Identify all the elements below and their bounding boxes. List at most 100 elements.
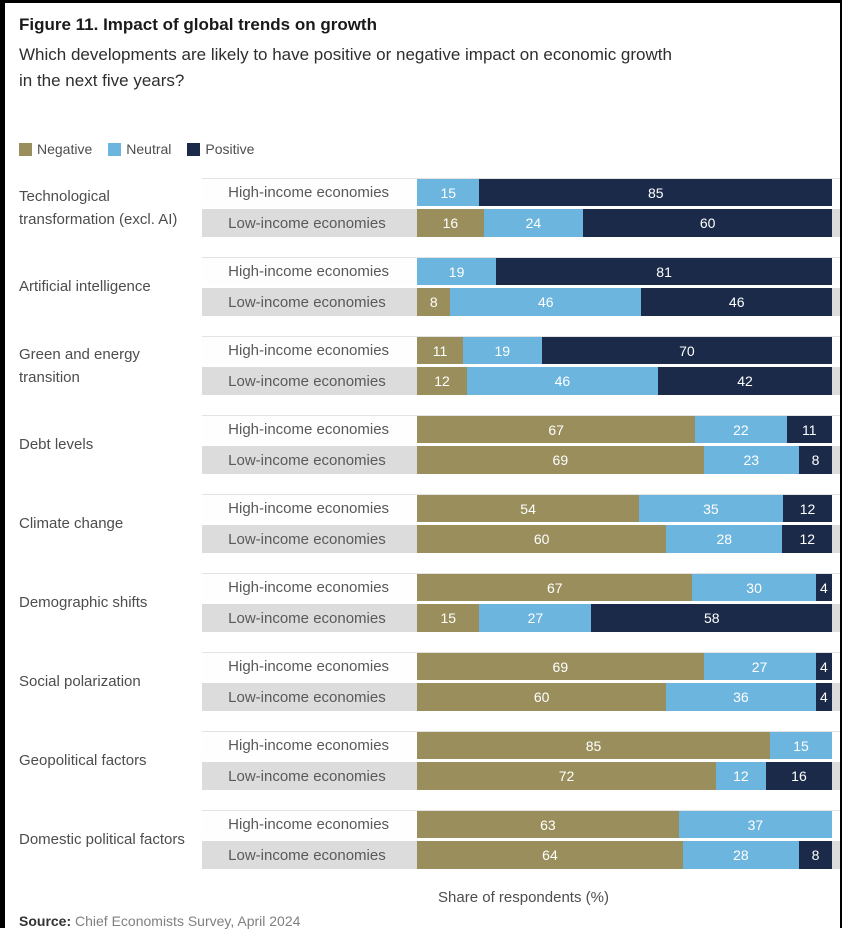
subtitle-line-2: in the next five years? — [19, 71, 185, 90]
bar-segment-negative: 12 — [417, 367, 467, 395]
chart-group: Debt levels High-income economies 67 22 11 Lo… — [19, 415, 840, 474]
bar-segment-neutral: 37 — [678, 811, 833, 838]
bar-segment-negative: 64 — [417, 841, 683, 869]
bar-segment-negative: 8 — [417, 288, 451, 316]
bar-stack: 11 19 70 — [417, 337, 833, 364]
bar-row-high-income: High-income economies 15 85 — [202, 178, 840, 206]
bar-stack: 12 46 42 — [417, 367, 833, 395]
legend-label-neutral: Neutral — [126, 141, 172, 157]
legend-item-positive: Positive — [187, 141, 254, 157]
category-label: Technological transformation (excl. AI) — [19, 187, 178, 228]
bar-segment-positive: 58 — [591, 604, 833, 632]
bar-segment-negative: 60 — [417, 683, 667, 711]
category-label: Climate change — [19, 515, 124, 532]
bar-segment-positive: 8 — [798, 841, 833, 869]
group-rows: High-income economies 69 27 4 Low-income eco… — [202, 652, 840, 711]
bar-segment-neutral: 22 — [695, 416, 787, 443]
chart-group: Social polarization High-income economies… — [19, 652, 840, 711]
bar-segment-neutral: 19 — [462, 337, 542, 364]
row-label: Low-income economies — [228, 293, 386, 311]
bar-row-high-income: High-income economies 67 22 11 — [202, 415, 840, 443]
group-rows: High-income economies 85 15 Low-income econ… — [202, 731, 840, 790]
group-rows: High-income economies 19 81 Low-income econ… — [202, 257, 840, 316]
chart-group: Green and energy transition High-income e… — [19, 336, 840, 395]
bar-segment-negative: 63 — [417, 811, 679, 838]
bar-segment-neutral: 15 — [417, 179, 480, 206]
bar-row-low-income: Low-income economies 60 28 12 — [202, 525, 840, 553]
bar-row-high-income: High-income economies 85 15 — [202, 731, 840, 759]
chart-group: Technological transformation (excl. AI) H… — [19, 178, 840, 237]
bar-segment-neutral: 19 — [417, 258, 496, 285]
bar-segment-positive: 4 — [815, 653, 833, 680]
bar-segment-positive: 8 — [798, 446, 833, 474]
legend: Negative Neutral Positive — [19, 141, 840, 157]
bar-stack: 16 24 60 — [417, 209, 833, 237]
category-label: Artificial intelligence — [19, 278, 151, 295]
bar-segment-negative: 67 — [417, 574, 693, 601]
bar-segment-positive: 81 — [496, 258, 833, 285]
chart-group: Domestic political factors High-income ec… — [19, 810, 840, 869]
bar-row-high-income: High-income economies 54 35 12 — [202, 494, 840, 522]
bar-row-low-income: Low-income economies 12 46 42 — [202, 367, 840, 395]
bar-segment-neutral: 28 — [682, 841, 799, 869]
chart-group: Climate change High-income economies 54 35 1… — [19, 494, 840, 553]
row-label: High-income economies — [228, 263, 390, 280]
chart-group: Artificial intelligence High-income econo… — [19, 257, 840, 316]
bar-stack: 67 22 11 — [417, 416, 833, 443]
bar-row-high-income: High-income economies 63 37 — [202, 810, 840, 838]
bar-stack: 67 30 4 — [417, 574, 833, 601]
bar-stack: 15 27 58 — [417, 604, 833, 632]
bar-stack: 19 81 — [417, 258, 833, 285]
bar-stack: 64 28 8 — [417, 841, 833, 869]
category-label: Social polarization — [19, 673, 141, 690]
bar-segment-neutral: 27 — [703, 653, 816, 680]
bar-segment-positive: 12 — [782, 495, 833, 522]
group-rows: High-income economies 67 30 4 Low-income eco… — [202, 573, 840, 632]
bar-row-high-income: High-income economies 19 81 — [202, 257, 840, 285]
bar-segment-negative: 69 — [417, 653, 704, 680]
chart-group: Geopolitical factors High-income economie… — [19, 731, 840, 790]
bar-row-low-income: Low-income economies 8 46 46 — [202, 288, 840, 316]
bar-stack: 8 46 46 — [417, 288, 833, 316]
bar-segment-positive: 4 — [815, 574, 833, 601]
bar-segment-positive: 60 — [583, 209, 833, 237]
bar-segment-positive: 42 — [657, 367, 833, 395]
bar-segment-neutral: 12 — [715, 762, 766, 790]
bar-segment-neutral: 36 — [666, 683, 816, 711]
bar-segment-positive: 11 — [786, 416, 833, 443]
legend-label-negative: Negative — [37, 141, 93, 157]
bar-segment-positive: 46 — [641, 288, 833, 316]
row-label: Low-income economies — [228, 372, 386, 390]
group-rows: High-income economies 54 35 12 Low-income ec… — [202, 494, 840, 553]
bar-segment-positive: 4 — [815, 683, 833, 711]
bar-segment-neutral: 46 — [450, 288, 642, 316]
row-label: Low-income economies — [228, 530, 386, 548]
bar-row-low-income: Low-income economies 72 12 16 — [202, 762, 840, 790]
bar-stack: 85 15 — [417, 732, 833, 759]
bar-segment-positive: 12 — [782, 525, 833, 553]
bar-segment-negative: 85 — [417, 732, 770, 759]
bar-segment-negative: 67 — [417, 416, 696, 443]
bar-segment-negative: 11 — [417, 337, 463, 364]
row-label: High-income economies — [228, 579, 390, 596]
bar-segment-negative: 16 — [417, 209, 484, 237]
bar-stack: 15 85 — [417, 179, 833, 206]
bar-segment-neutral: 35 — [639, 495, 783, 522]
group-rows: High-income economies 67 22 11 Low-income ec… — [202, 415, 840, 474]
category-label: Green and energy transition — [19, 345, 140, 386]
bar-segment-neutral: 46 — [466, 367, 658, 395]
category-label: Debt levels — [19, 436, 94, 453]
bar-segment-neutral: 15 — [769, 732, 833, 759]
bar-segment-negative: 72 — [417, 762, 716, 790]
group-rows: High-income economies 11 19 70 Low-income ec… — [202, 336, 840, 395]
group-rows: High-income economies 15 85 Low-income econ… — [202, 178, 840, 237]
bar-segment-negative: 15 — [417, 604, 480, 632]
row-label: Low-income economies — [228, 846, 386, 864]
figure-subtitle: Which developments are likely to have po… — [19, 42, 819, 94]
legend-item-negative: Negative — [19, 141, 92, 157]
bar-stack: 60 28 12 — [417, 525, 833, 553]
group-rows: High-income economies 63 37 Low-income econ… — [202, 810, 840, 869]
bar-row-low-income: Low-income economies 60 36 4 — [202, 683, 840, 711]
row-label: Low-income economies — [228, 451, 386, 469]
bar-segment-neutral: 27 — [479, 604, 592, 632]
